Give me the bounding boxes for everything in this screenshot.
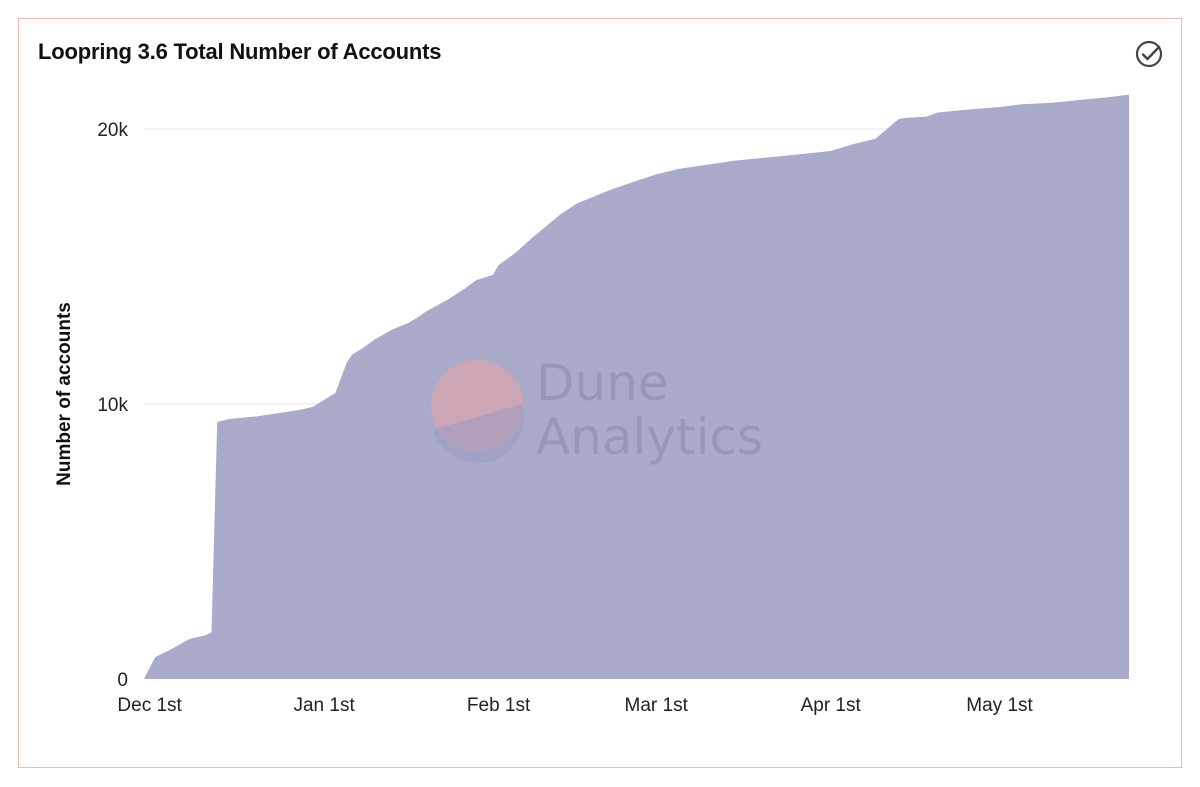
x-tick-label: Apr 1st (801, 695, 862, 716)
y-axis-ticks: 0 10k 20k (97, 120, 128, 691)
x-tick-label: Jan 1st (293, 695, 355, 716)
watermark-text-dune: Dune (536, 354, 669, 412)
y-tick-label: 10k (97, 395, 128, 416)
dune-analytics-watermark: Dune Analytics (431, 354, 763, 466)
y-axis-label: Number of accounts (54, 302, 75, 486)
x-tick-label: Mar 1st (625, 695, 689, 716)
x-tick-label: Dec 1st (117, 695, 182, 716)
x-axis-ticks: Dec 1st Jan 1st Feb 1st Mar 1st Apr 1st May 1… (117, 695, 1033, 716)
y-tick-label: 0 (117, 670, 128, 691)
y-tick-label: 20k (97, 120, 128, 141)
x-tick-label: May 1st (966, 695, 1033, 716)
watermark-circle-lower-half (433, 404, 524, 464)
watermark-text-analytics: Analytics (536, 408, 763, 466)
chart-title: Loopring 3.6 Total Number of Accounts (38, 39, 442, 64)
area-series (144, 94, 1129, 680)
x-tick-label: Feb 1st (467, 695, 531, 716)
check-circle-icon[interactable] (1134, 39, 1164, 69)
